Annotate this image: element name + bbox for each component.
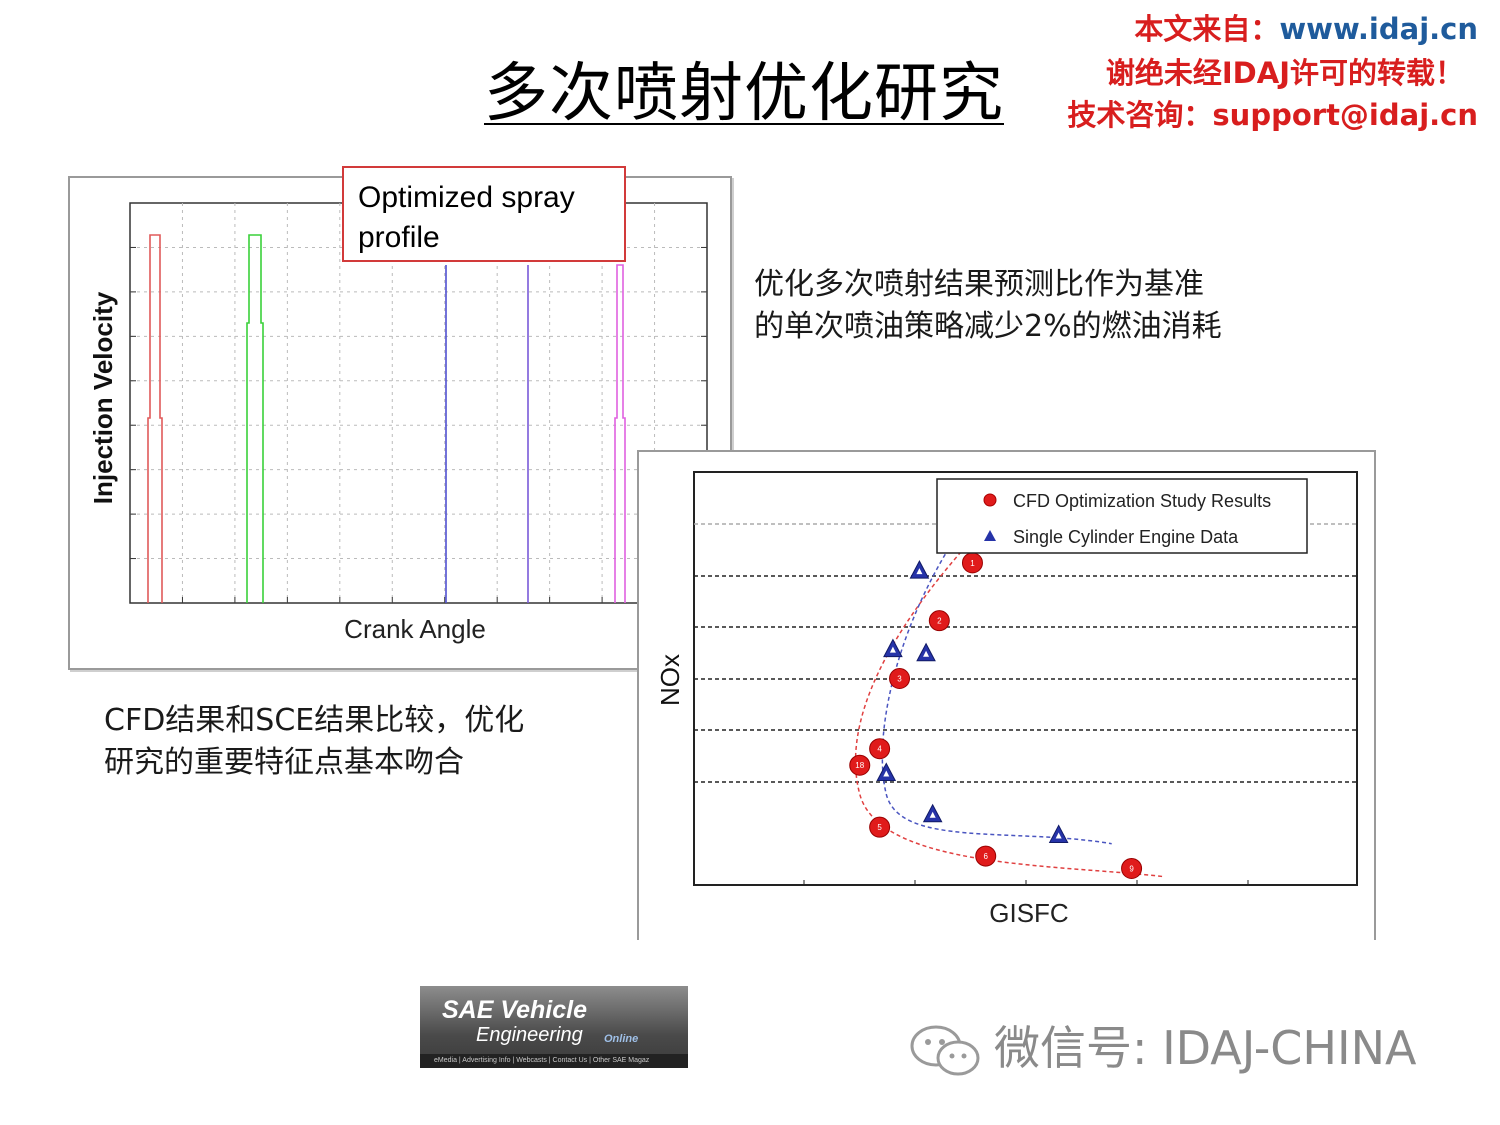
- injection-pulse-line: [246, 234, 264, 603]
- sae-logo-title: SAE Vehicle: [442, 996, 587, 1024]
- injection-pulse-line: [614, 264, 626, 603]
- legend-label-cfd: CFD Optimization Study Results: [1013, 491, 1271, 511]
- sae-logo-nav: eMedia | Advertising Info | Webcasts | C…: [420, 1054, 688, 1068]
- cfd-data-point: [975, 845, 997, 867]
- y-axis-label: NOx: [655, 654, 685, 706]
- cfd-data-point-label: 18: [855, 761, 864, 770]
- y-axis-label: Injection Velocity: [88, 291, 118, 504]
- injection-pulse-line: [147, 234, 163, 603]
- comparison-description-line-1: CFD结果和SCE结果比较，优化: [104, 703, 525, 738]
- chart-legend: CFD Optimization Study Results Single Cy…: [936, 478, 1308, 554]
- cfd-data-point: [889, 668, 911, 689]
- injection-profile-chart: Crank Angle Injection Velocity: [88, 202, 708, 644]
- sae-vehicle-engineering-logo: SAE Vehicle Engineering Online eMedia | …: [420, 986, 688, 1068]
- sae-logo-subtitle: Engineering: [476, 1024, 583, 1046]
- support-email-link[interactable]: support@idaj.cn: [1212, 98, 1478, 132]
- callout-line-1: Optimized spray: [358, 181, 575, 214]
- callout-line-2: profile: [358, 221, 440, 254]
- cfd-data-point-label: 3: [897, 675, 902, 684]
- sce-data-point-label: [923, 650, 930, 657]
- legend-label-sce: Single Cylinder Engine Data: [1013, 527, 1239, 547]
- cfd-data-point-label: 4: [877, 745, 882, 754]
- sce-trend-curve: [881, 541, 1112, 845]
- result-description-line-2: 的单次喷油策略减少2%的燃油消耗: [754, 309, 1222, 344]
- x-axis-label: GISFC: [989, 898, 1068, 928]
- cfd-data-point: [849, 754, 871, 776]
- cfd-data-point: [1121, 857, 1143, 879]
- x-axis-label: Crank Angle: [344, 614, 486, 644]
- nox-gisfc-figure: 1 2 3 4 18 5 6 9 CFD Optimization Study Results…: [637, 450, 1376, 940]
- cfd-data-point: [869, 816, 891, 838]
- comparison-description-line-2: 研究的重要特征点基本吻合: [104, 745, 464, 780]
- slide-title: 多次喷射优化研究: [484, 57, 1004, 131]
- source-line-support: 技术咨询：support@idaj.cn: [1067, 92, 1478, 134]
- cfd-trend-curve: [854, 545, 1165, 878]
- result-description: 优化多次喷射结果预测比作为基准 的单次喷油策略减少2%的燃油消耗: [754, 264, 1222, 348]
- cfd-data-point-label: 5: [877, 823, 882, 832]
- comparison-description: CFD结果和SCE结果比较，优化 研究的重要特征点基本吻合: [104, 700, 524, 784]
- cfd-data-point: [869, 738, 891, 760]
- cfd-data-point-label: 1: [970, 559, 975, 568]
- legend-marker-cfd: [983, 493, 997, 507]
- result-description-line-1: 优化多次喷射结果预测比作为基准: [754, 267, 1204, 302]
- legend-marker-sce: [984, 530, 996, 541]
- sce-data-point-label: [1055, 832, 1062, 839]
- sce-data-point-label: [889, 646, 896, 653]
- source-label: 本文来自：: [1134, 12, 1280, 46]
- website-link[interactable]: www.idaj.cn: [1279, 12, 1478, 46]
- wechat-icon: [910, 1025, 980, 1076]
- cfd-data-point-label: 2: [937, 617, 942, 626]
- support-label: 技术咨询：: [1067, 98, 1213, 132]
- nox-gisfc-chart: 1 2 3 4 18 5 6 9 CFD Optimization Study Results…: [655, 471, 1358, 928]
- plot-area: [129, 202, 708, 604]
- source-line-website: 本文来自：www.idaj.cn: [1134, 6, 1478, 48]
- wechat-id-watermark: 微信号: IDAJ-CHINA: [994, 1021, 1417, 1075]
- sae-logo-online: Online: [604, 1033, 639, 1045]
- sce-data-point-label: [929, 811, 936, 818]
- cfd-data-point-label: 6: [983, 852, 988, 861]
- cfd-data-point: [928, 610, 950, 632]
- sce-data-point-label: [883, 770, 890, 777]
- cfd-data-point-label: 9: [1129, 864, 1134, 873]
- copyright-notice: 谢绝未经IDAJ许可的转载！: [1105, 56, 1464, 90]
- optimized-spray-callout: Optimized spray profile: [342, 166, 626, 262]
- sce-data-point-label: [916, 568, 923, 575]
